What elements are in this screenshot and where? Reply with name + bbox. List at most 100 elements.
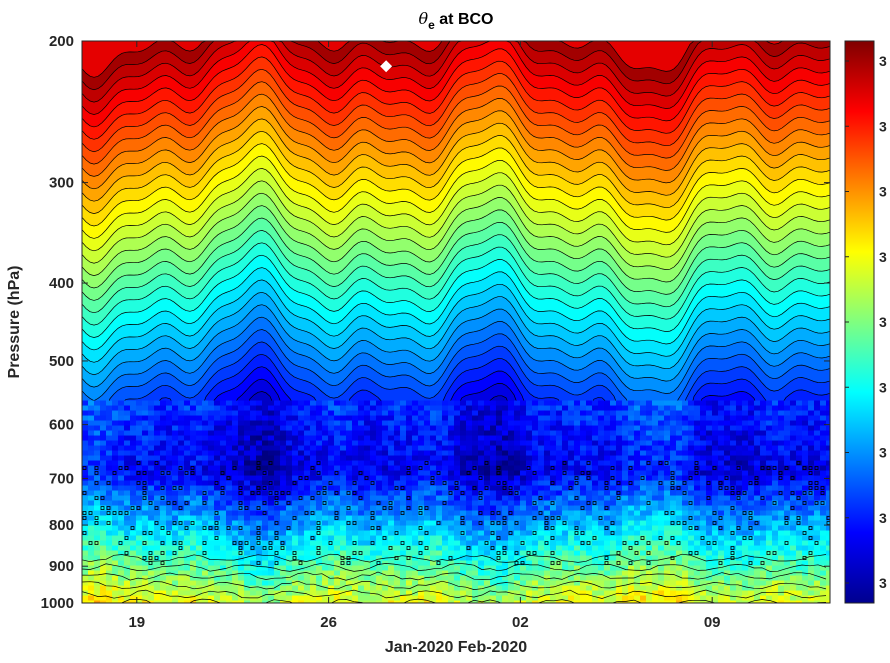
field-cell (82, 450, 89, 457)
contour-line (82, 254, 830, 338)
field-cell (112, 435, 119, 442)
field-cell (520, 570, 527, 577)
field-cell (556, 510, 563, 517)
field-cell (262, 575, 269, 582)
field-cell (412, 490, 419, 497)
contour-fragment (400, 511, 405, 515)
field-cell (154, 410, 161, 417)
field-cell (310, 515, 317, 522)
field-cell (412, 440, 419, 447)
field-cell (268, 510, 275, 517)
field-cell (688, 535, 695, 542)
field-cell (202, 505, 209, 512)
field-cell (94, 435, 101, 442)
field-cell (526, 435, 533, 442)
field-cell (712, 480, 719, 487)
contour-fragment (316, 531, 321, 535)
field-cell (736, 510, 743, 517)
field-cell (130, 420, 137, 427)
field-cell (424, 435, 431, 442)
field-cell (376, 480, 383, 487)
field-cell (286, 555, 293, 562)
field-cell (262, 535, 269, 542)
contour-fragment (346, 561, 351, 565)
field-cell (196, 520, 203, 527)
field-cell (472, 400, 479, 407)
field-cell (190, 410, 197, 417)
field-cell (274, 540, 281, 547)
field-cell (760, 505, 767, 512)
field-cell (562, 460, 569, 467)
field-cell (214, 535, 221, 542)
field-cell (82, 500, 89, 507)
contour-fragment (298, 496, 303, 500)
field-cell (640, 540, 647, 547)
field-cell (154, 400, 161, 407)
field-cell (472, 405, 479, 412)
field-cell (778, 535, 785, 542)
field-cell (490, 450, 497, 457)
field-cell (646, 535, 653, 542)
field-cell (418, 520, 425, 527)
field-cell (166, 530, 173, 537)
field-cell (328, 555, 335, 562)
field-cell (724, 545, 731, 552)
field-cell (226, 420, 233, 427)
field-cell (334, 480, 341, 487)
field-cell (244, 515, 251, 522)
field-cell (706, 530, 713, 537)
field-cell (574, 540, 581, 547)
contour-fragment (550, 481, 555, 485)
field-cell (430, 460, 437, 467)
field-cell (670, 455, 677, 462)
contour-fragment (784, 541, 789, 545)
field-cell (478, 470, 485, 477)
field-cell (526, 480, 533, 487)
field-cell (400, 430, 407, 437)
field-cell (298, 535, 305, 542)
field-cell (124, 560, 131, 567)
field-cell (556, 460, 563, 467)
field-cell (142, 480, 149, 487)
field-cell (508, 435, 515, 442)
field-cell (790, 550, 797, 557)
field-cell (706, 425, 713, 432)
field-cell (664, 520, 671, 527)
field-cell (742, 450, 749, 457)
field-cell (154, 420, 161, 427)
field-cell (388, 575, 395, 582)
field-cell (646, 475, 653, 482)
field-cell (118, 420, 125, 427)
field-cell (604, 540, 611, 547)
field-cell (106, 485, 113, 492)
field-cell (154, 530, 161, 537)
field-cell (634, 505, 641, 512)
field-cell (112, 415, 119, 422)
field-cell (676, 445, 683, 452)
field-cell (460, 570, 467, 577)
field-cell (634, 460, 641, 467)
field-cell (358, 540, 365, 547)
field-cell (514, 460, 521, 467)
field-cell (670, 560, 677, 567)
field-cell (238, 415, 245, 422)
field-cell (166, 525, 173, 532)
field-cell (448, 515, 455, 522)
field-cell (820, 550, 827, 557)
field-cell (406, 505, 413, 512)
title-symbol: θ (419, 9, 429, 28)
contour-fragment (292, 556, 297, 560)
field-cell (178, 530, 185, 537)
field-cell (496, 410, 503, 417)
field-cell (184, 450, 191, 457)
field-cell (232, 445, 239, 452)
field-cell (448, 500, 455, 507)
field-cell (148, 540, 155, 547)
field-cell (706, 515, 713, 522)
field-cell (172, 475, 179, 482)
field-cell (298, 475, 305, 482)
field-cell (412, 505, 419, 512)
contour-fragment (766, 466, 771, 470)
field-cell (802, 505, 809, 512)
field-cell (604, 525, 611, 532)
